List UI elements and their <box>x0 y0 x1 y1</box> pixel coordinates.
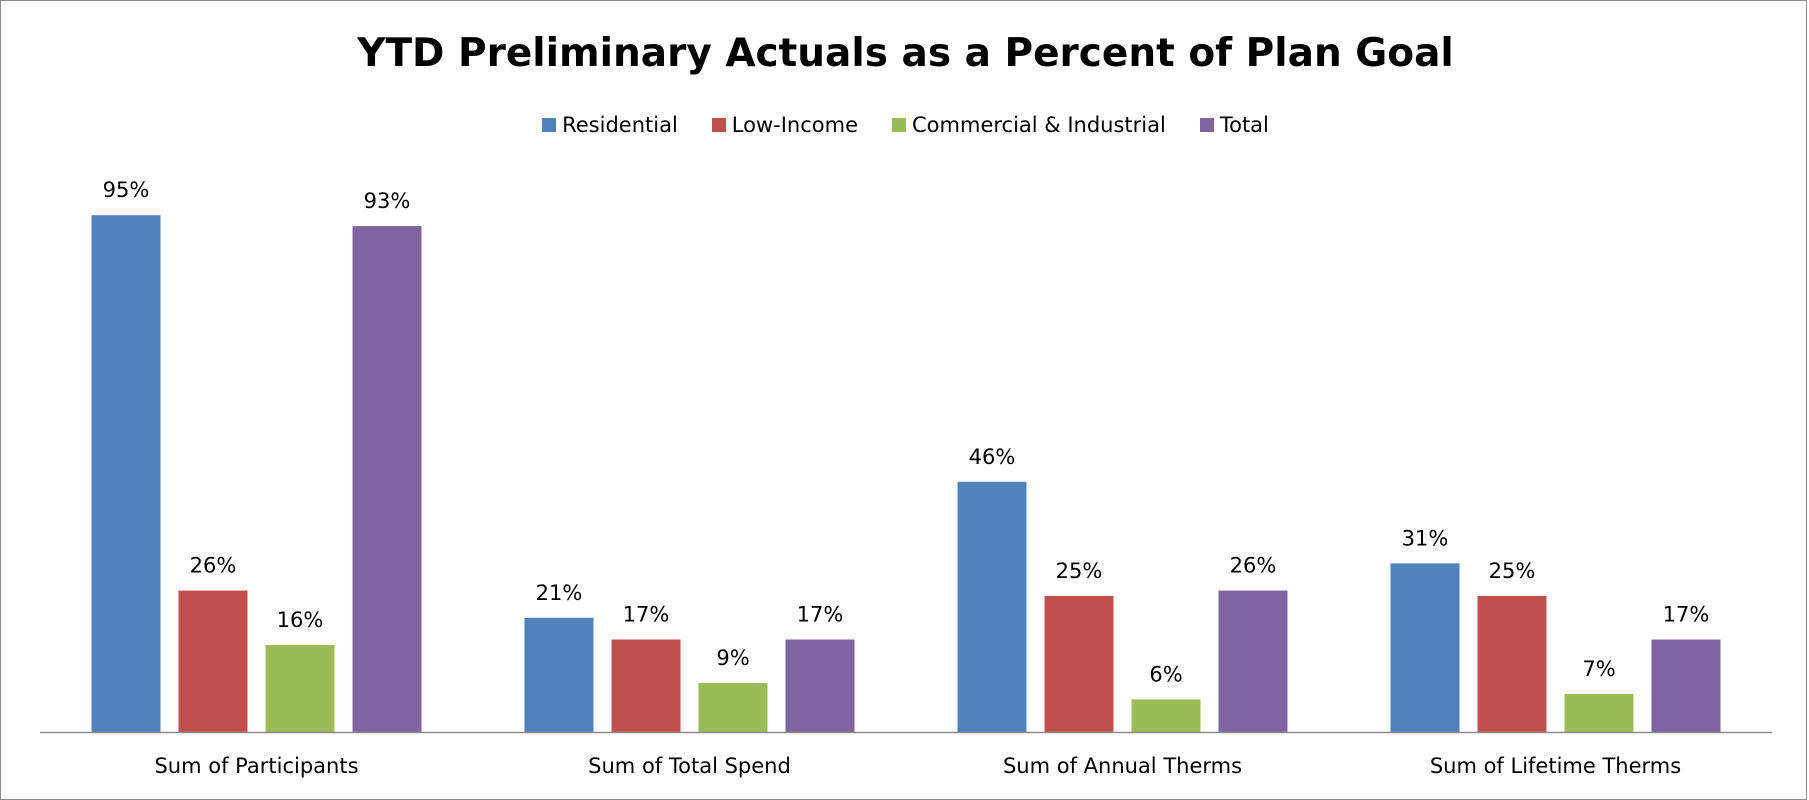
bar-sum-of-annual-therms-residential <box>957 481 1027 732</box>
data-label-sum-of-participants-total: 93% <box>364 189 411 213</box>
legend-swatch-commercial-industrial <box>892 118 907 132</box>
bar-sum-of-participants-low-income <box>178 590 248 732</box>
legend-item-low-income: Low-Income <box>711 113 859 137</box>
bar-sum-of-annual-therms-commercial-and-industrial <box>1131 699 1201 732</box>
data-label-sum-of-lifetime-therms-commercial-and-industrial: 7% <box>1582 657 1615 681</box>
legend-item-total: Total <box>1199 113 1269 137</box>
legend-swatch-total <box>1199 118 1214 132</box>
legend-item-commercial-industrial: Commercial & Industrial <box>892 113 1166 137</box>
bar-sum-of-lifetime-therms-low-income <box>1477 596 1547 732</box>
bar-sum-of-total-spend-commercial-and-industrial <box>698 683 768 732</box>
data-label-sum-of-annual-therms-low-income: 25% <box>1056 559 1103 583</box>
bar-sum-of-lifetime-therms-commercial-and-industrial <box>1564 693 1634 732</box>
bar-sum-of-lifetime-therms-residential <box>1390 563 1460 732</box>
data-label-sum-of-total-spend-total: 17% <box>797 603 844 627</box>
data-label-sum-of-lifetime-therms-total: 17% <box>1663 603 1710 627</box>
legend-label-commercial-industrial: Commercial & Industrial <box>912 113 1166 137</box>
bar-sum-of-total-spend-low-income <box>611 639 681 732</box>
data-label-sum-of-total-spend-commercial-and-industrial: 9% <box>716 646 749 670</box>
legend-label-residential: Residential <box>562 113 678 137</box>
legend-item-residential: Residential <box>542 113 678 137</box>
legend-label-low-income: Low-Income <box>731 113 859 137</box>
bar-sum-of-annual-therms-low-income <box>1044 596 1114 732</box>
data-label-sum-of-annual-therms-commercial-and-industrial: 6% <box>1149 662 1182 686</box>
bar-sum-of-total-spend-total <box>785 639 855 732</box>
x-tick-label-sum-of-lifetime-therms: Sum of Lifetime Therms <box>1430 754 1681 778</box>
x-tick-label-sum-of-participants: Sum of Participants <box>154 754 358 778</box>
x-tick-label-sum-of-annual-therms: Sum of Annual Therms <box>1003 754 1242 778</box>
chart-title: YTD Preliminary Actuals as a Percent of … <box>357 31 1454 76</box>
data-label-sum-of-total-spend-low-income: 17% <box>623 603 670 627</box>
legend-label-total: Total <box>1219 113 1269 137</box>
bar-sum-of-annual-therms-total <box>1218 590 1288 732</box>
data-label-sum-of-participants-low-income: 26% <box>190 554 237 578</box>
data-label-sum-of-total-spend-residential: 21% <box>536 581 583 605</box>
data-label-sum-of-participants-residential: 95% <box>103 178 150 202</box>
data-label-sum-of-annual-therms-residential: 46% <box>969 445 1016 469</box>
bar-sum-of-participants-commercial-and-industrial <box>265 644 335 732</box>
data-label-sum-of-annual-therms-total: 26% <box>1230 554 1277 578</box>
bar-sum-of-participants-total <box>352 226 422 732</box>
legend-swatch-residential <box>542 118 557 132</box>
bar-sum-of-total-spend-residential <box>524 617 594 732</box>
x-tick-label-sum-of-total-spend: Sum of Total Spend <box>588 754 791 778</box>
data-label-sum-of-participants-commercial-and-industrial: 16% <box>277 608 324 632</box>
legend-swatch-low-income <box>711 118 726 132</box>
legend: Residential Low-Income Commercial & Indu… <box>1 113 1809 137</box>
data-label-sum-of-lifetime-therms-low-income: 25% <box>1489 559 1536 583</box>
bar-sum-of-lifetime-therms-total <box>1651 639 1721 732</box>
data-label-sum-of-lifetime-therms-residential: 31% <box>1402 526 1449 550</box>
bar-sum-of-participants-residential <box>91 215 161 732</box>
